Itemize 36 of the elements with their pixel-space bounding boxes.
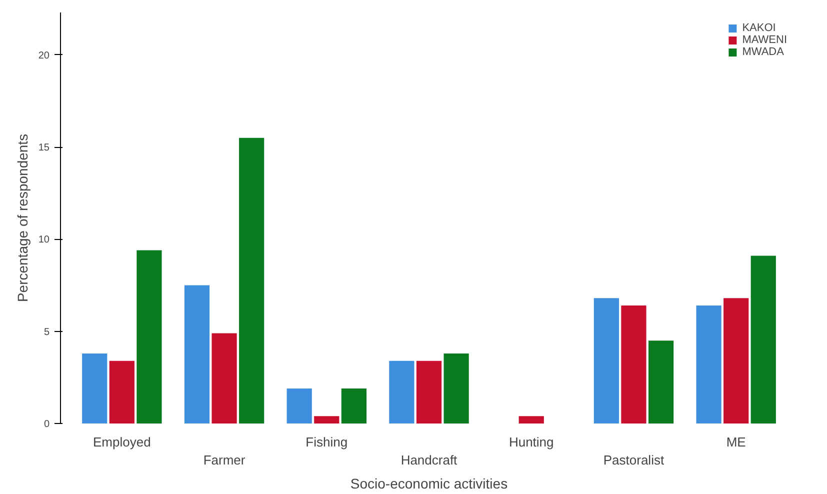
bar	[184, 285, 210, 424]
x-tick-label: ME	[726, 434, 746, 450]
x-tick-label: Fishing	[306, 434, 348, 450]
bar	[136, 250, 162, 424]
bar	[239, 138, 264, 424]
bar	[518, 416, 544, 424]
bar	[750, 256, 776, 424]
bar	[724, 298, 749, 424]
bar	[82, 353, 108, 424]
y-axis-title: Percentage of respondents	[14, 134, 30, 302]
bar	[286, 388, 312, 424]
x-tick-label: Hunting	[508, 434, 554, 450]
y-tick-label: 5	[44, 326, 50, 338]
x-axis-title: Socio-economic activities	[350, 476, 508, 492]
bar	[594, 298, 619, 424]
x-tick-label: Handcraft	[400, 452, 458, 468]
bar	[696, 306, 722, 424]
x-tick-label: Pastoralist	[603, 452, 664, 468]
y-tick-label: 20	[38, 50, 50, 62]
legend-label: MWADA	[742, 46, 784, 58]
x-tick-label: Farmer	[203, 452, 246, 468]
bar	[314, 416, 340, 424]
bar	[416, 360, 442, 424]
bar	[444, 353, 469, 424]
bar	[389, 360, 414, 424]
bar	[341, 388, 366, 424]
legend-label: KAKOI	[742, 22, 776, 34]
bar	[621, 306, 646, 424]
legend-label: MAWENI	[742, 34, 787, 46]
bar	[212, 333, 237, 424]
x-tick-label: Employed	[93, 434, 151, 450]
y-tick-label: 0	[44, 419, 50, 430]
y-tick-label: 10	[38, 234, 50, 246]
y-tick-label: 15	[38, 142, 50, 154]
bar	[648, 340, 674, 424]
bar	[109, 360, 134, 424]
